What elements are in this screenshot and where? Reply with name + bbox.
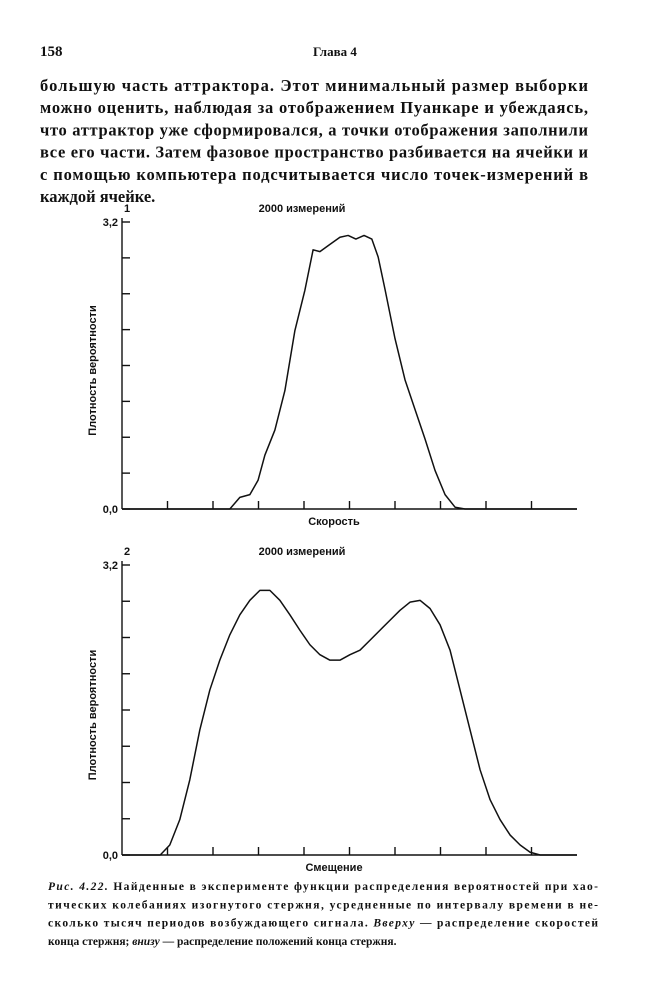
panel-number: 2 [124,546,130,558]
chart-title: 2000 измерений [259,546,346,558]
paragraph-line: что аттрактор уже сформировался, а точки… [40,120,588,139]
caption-segment: — распределение скоростей [416,918,599,930]
caption-line: сколько тысяч периодов возбуждающего сиг… [48,918,598,930]
chapter-title: Глава 4 [313,44,357,59]
y-tick-label: 0,0 [103,504,118,516]
caption-line: Рис. 4.22. Найденные в эксперименте функ… [48,881,598,893]
caption-line: тических колебаниях изогнутого стержня, … [48,899,598,911]
y-axis-label: Плотность вероятности [87,305,99,435]
paragraph-line: каждой ячейке. [40,187,155,206]
caption-segment: внизу [132,936,160,948]
paragraph-line: все его части. Затем фазовое пространств… [40,143,588,162]
y-tick-label: 3,2 [103,217,118,229]
caption-segment: тических колебаниях изогнутого стержня, … [48,899,598,911]
caption-segment: Найденные в эксперименте функции распред… [109,881,598,893]
caption-line: конца стержня; внизу — распределение пол… [48,936,397,948]
density-curve [122,589,577,856]
chart-title: 2000 измерений [259,203,346,215]
caption-segment: Вверху [372,918,415,930]
panel-number: 1 [124,203,130,215]
y-axis-label: Плотность вероятности [87,650,99,780]
paragraph-line: большую часть аттрактора. Этот минимальн… [40,76,588,95]
paragraph-line: с помощью компьютера подсчитывается числ… [40,165,588,184]
y-tick-label: 3,2 [103,560,118,572]
paragraph-line: можно оценить, наблюдая за отображением … [40,98,588,117]
caption-segment: Рис. 4.22. [48,881,108,893]
density-curve [122,234,577,510]
x-axis-label: Скорость [308,516,360,528]
caption-segment: — распределение положений конца стержня. [160,936,397,948]
caption-segment: сколько тысяч периодов возбуждающего сиг… [48,918,372,930]
caption-segment: конца стержня; [48,936,132,948]
x-axis-label: Смещение [305,862,362,874]
y-tick-label: 0,0 [103,850,118,862]
page-number: 158 [40,44,63,60]
